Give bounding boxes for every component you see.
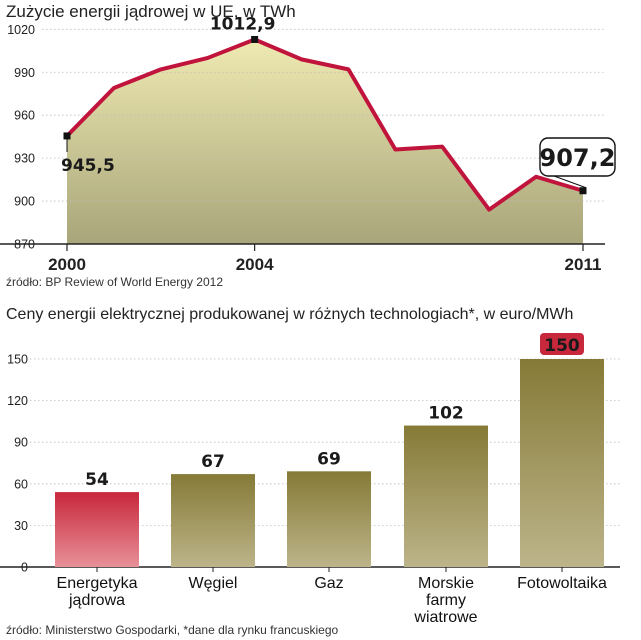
chart1-callout-box [539,137,616,177]
chart1-ytick-label: 900 [14,195,35,209]
chart1-xtick-label: 2004 [236,255,274,274]
chart1-title: Zużycie energii jądrowej w UE, w TWh [6,2,296,21]
chart2-data-label: 67 [201,452,225,472]
chart2-data-label: 102 [428,404,464,424]
chart2-ytick-label: 150 [7,353,28,367]
chart1-ytick-label: 990 [14,66,35,80]
chart1-plot: 870 900 930 960 990 1020 2000 2004 2011 945,5 1012… [0,14,616,274]
bar [171,474,255,567]
chart1-point-marker [251,35,259,43]
chart1-ytick-label: 1020 [7,23,35,37]
chart2-source: źródło: Ministerstwo Gospodarki, *dane d… [6,623,339,637]
chart2-category-label: Morskie [418,575,474,592]
chart2-ytick-label: 60 [14,477,28,491]
chart1-point-marker [63,132,71,140]
chart2-ytick-label: 120 [7,394,28,408]
chart1-ytick-label: 870 [14,238,35,252]
chart1-source: źródło: BP Review of World Energy 2012 [6,275,224,289]
chart1-ytick-label: 930 [14,152,35,166]
chart2-category-label: Energetyka [57,575,138,592]
bar [404,425,488,567]
chart2-label-badge [540,333,584,355]
chart1-data-label: 907,2 [540,144,616,172]
chart1-ytick-label: 960 [14,109,35,123]
chart2-category-label: Węgiel [189,575,238,592]
chart1-data-label: 945,5 [61,156,115,176]
chart2-title: Ceny energii elektrycznej produkowanej w… [6,306,574,323]
chart2-ytick-label: 0 [21,561,28,575]
chart2-category-label: farmy [426,592,466,609]
chart2-ytick-label: 30 [14,519,28,533]
chart1-xtick-label: 2000 [48,255,86,274]
chart2-data-label: 150 [544,336,580,356]
chart2-ytick-label: 90 [14,436,28,450]
bar [520,359,604,567]
chart1-line [65,37,584,212]
bar [287,471,371,567]
chart2-category-label: Fotowoltaika [517,575,607,592]
chart2-category-label: wiatrowe [413,609,477,626]
chart2-data-label: 69 [317,449,341,469]
chart2-data-label: 54 [85,470,109,490]
chart1-area [67,39,583,244]
chart1-point-marker [579,187,587,195]
chart2-category-label: jądrowa [68,592,125,609]
chart2-category-label: Gaz [314,575,343,592]
chart1-leader-line [553,175,587,189]
chart1-xtick-label: 2011 [565,255,602,274]
bar [55,492,139,567]
chart1-data-label: 1012,9 [210,14,276,34]
